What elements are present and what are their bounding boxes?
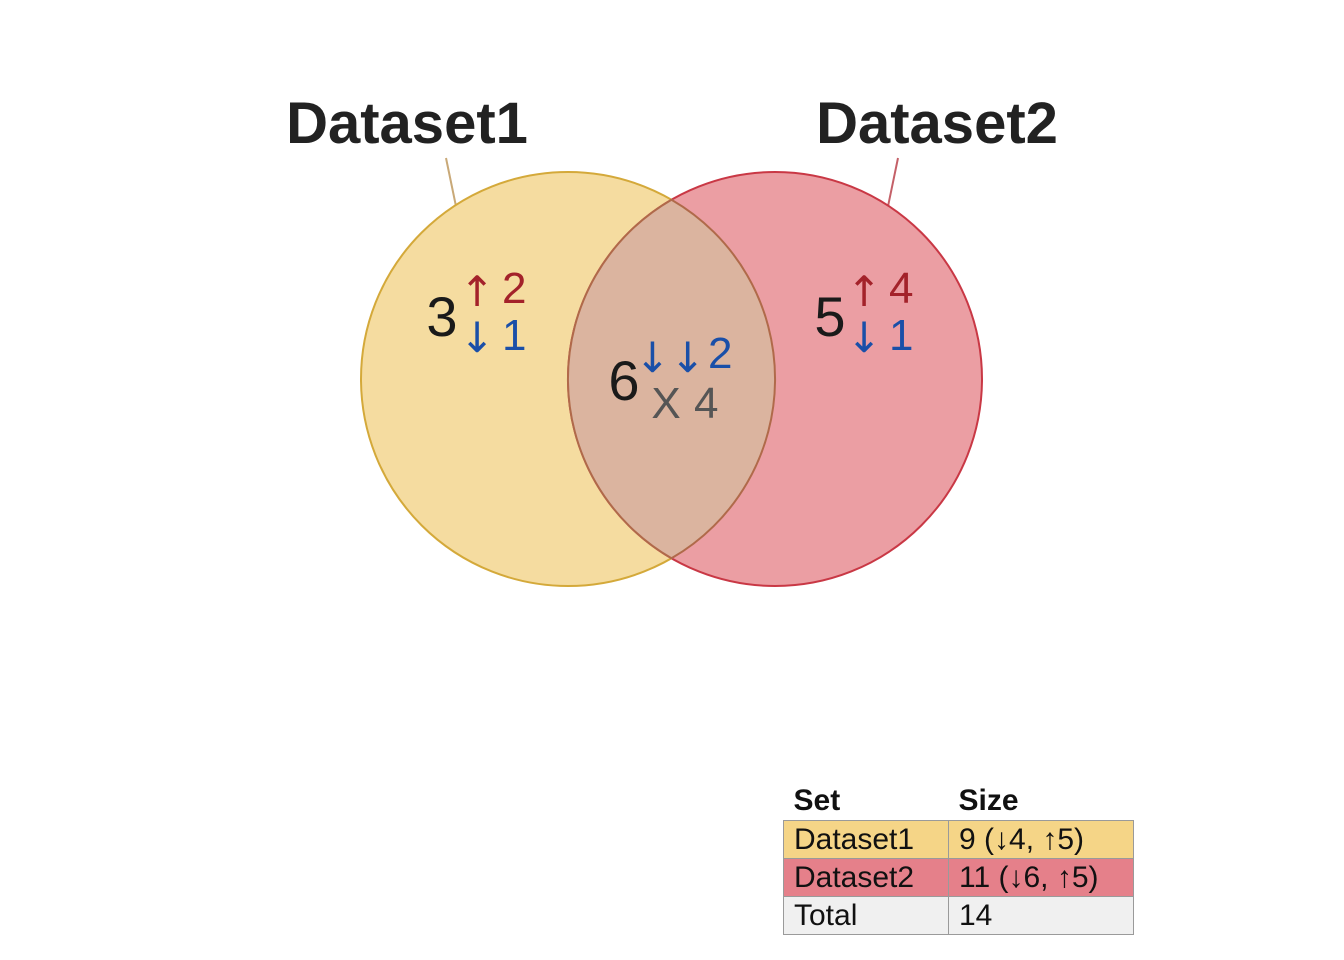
intersection-count: 6 (608, 349, 639, 412)
table-row: Dataset2 11 (↓6, ↑5) (783, 858, 1134, 897)
table-cell-set: Dataset2 (783, 858, 949, 897)
table-row: Dataset1 9 (↓4, ↑5) (783, 820, 1134, 859)
intersection-mixed-count: 4 (694, 379, 718, 428)
table-cell-size: 9 (↓4, ↑5) (948, 820, 1134, 859)
dataset1-down-arrow-icon: ↓ (459, 313, 494, 362)
table-header-set: Set (793, 784, 841, 817)
intersection-down-down-count: 2 (708, 329, 732, 378)
intersection-mixed-icon: X (651, 379, 680, 428)
dataset1-down-count: 1 (502, 311, 526, 360)
table-row: Total 14 (783, 896, 1134, 935)
dataset1-exclusive-count: 3 (426, 285, 457, 348)
table-cell-size: 11 (↓6, ↑5) (948, 858, 1134, 897)
table-cell-size: 14 (948, 896, 1134, 935)
dataset2-down-arrow-icon: ↓ (846, 313, 881, 362)
dataset1-up-arrow-icon: ↑ (459, 267, 494, 316)
dataset2-up-arrow-icon: ↑ (846, 267, 881, 316)
table-cell-set: Total (783, 896, 949, 935)
table-cell-set: Dataset1 (783, 820, 949, 859)
table-header-row: Set Size (784, 780, 1134, 821)
dataset2-up-count: 4 (889, 264, 913, 313)
dataset2-down-count: 1 (889, 311, 913, 360)
dataset1-up-count: 2 (502, 264, 526, 313)
intersection-region (567, 198, 776, 560)
dataset2-exclusive-count: 5 (814, 285, 845, 348)
summary-table: Set Size Dataset1 9 (↓4, ↑5) Dataset2 11… (783, 780, 1134, 935)
dataset1-title: Dataset1 (286, 91, 528, 156)
dataset2-title: Dataset2 (816, 91, 1058, 156)
table-header-size: Size (958, 784, 1019, 817)
intersection-down-down-arrow-icon: ↓↓ (635, 333, 705, 382)
